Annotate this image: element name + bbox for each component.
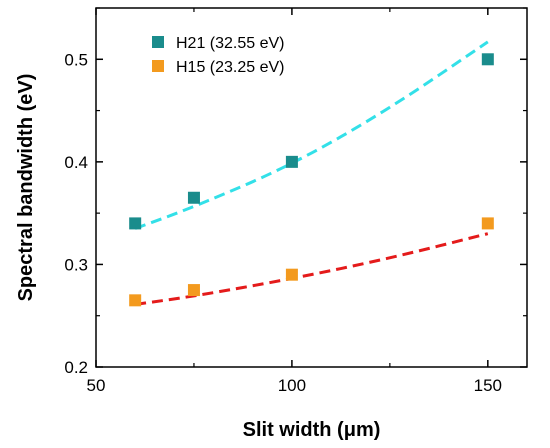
fit-line-h15 — [134, 232, 489, 306]
data-points — [129, 53, 494, 307]
x-tick-label: 150 — [474, 376, 502, 395]
fit-line-h21 — [134, 40, 489, 230]
data-point-h15 — [481, 217, 494, 230]
y-tick-label: 0.5 — [64, 50, 88, 69]
legend: H21 (32.55 eV) H15 (23.25 eV) — [152, 35, 285, 76]
y-tick-label: 0.3 — [64, 255, 88, 274]
data-point-h21 — [129, 217, 142, 230]
x-tick-label: 100 — [278, 376, 306, 395]
data-point-h15 — [187, 284, 200, 297]
y-tick-label: 0.4 — [64, 153, 88, 172]
axes: 50 100 150 0.2 0.3 0.4 0.5 — [64, 7, 528, 395]
data-point-h21 — [187, 191, 200, 204]
x-tick-label: 50 — [87, 376, 106, 395]
data-point-h21 — [481, 53, 494, 66]
plot-frame — [95, 7, 528, 368]
legend-marker — [152, 36, 164, 48]
legend-marker — [152, 60, 164, 72]
data-point-h15 — [129, 294, 142, 307]
legend-label: H21 (32.55 eV) — [176, 35, 285, 52]
x-axis-label: Slit width (μm) — [243, 419, 381, 441]
data-point-h15 — [285, 268, 298, 281]
data-point-h21 — [285, 155, 298, 168]
y-axis-label: Spectral bandwidth (eV) — [15, 74, 37, 302]
legend-label: H15 (23.25 eV) — [176, 59, 285, 76]
y-tick-label: 0.2 — [64, 358, 88, 377]
fit-lines — [134, 40, 489, 306]
